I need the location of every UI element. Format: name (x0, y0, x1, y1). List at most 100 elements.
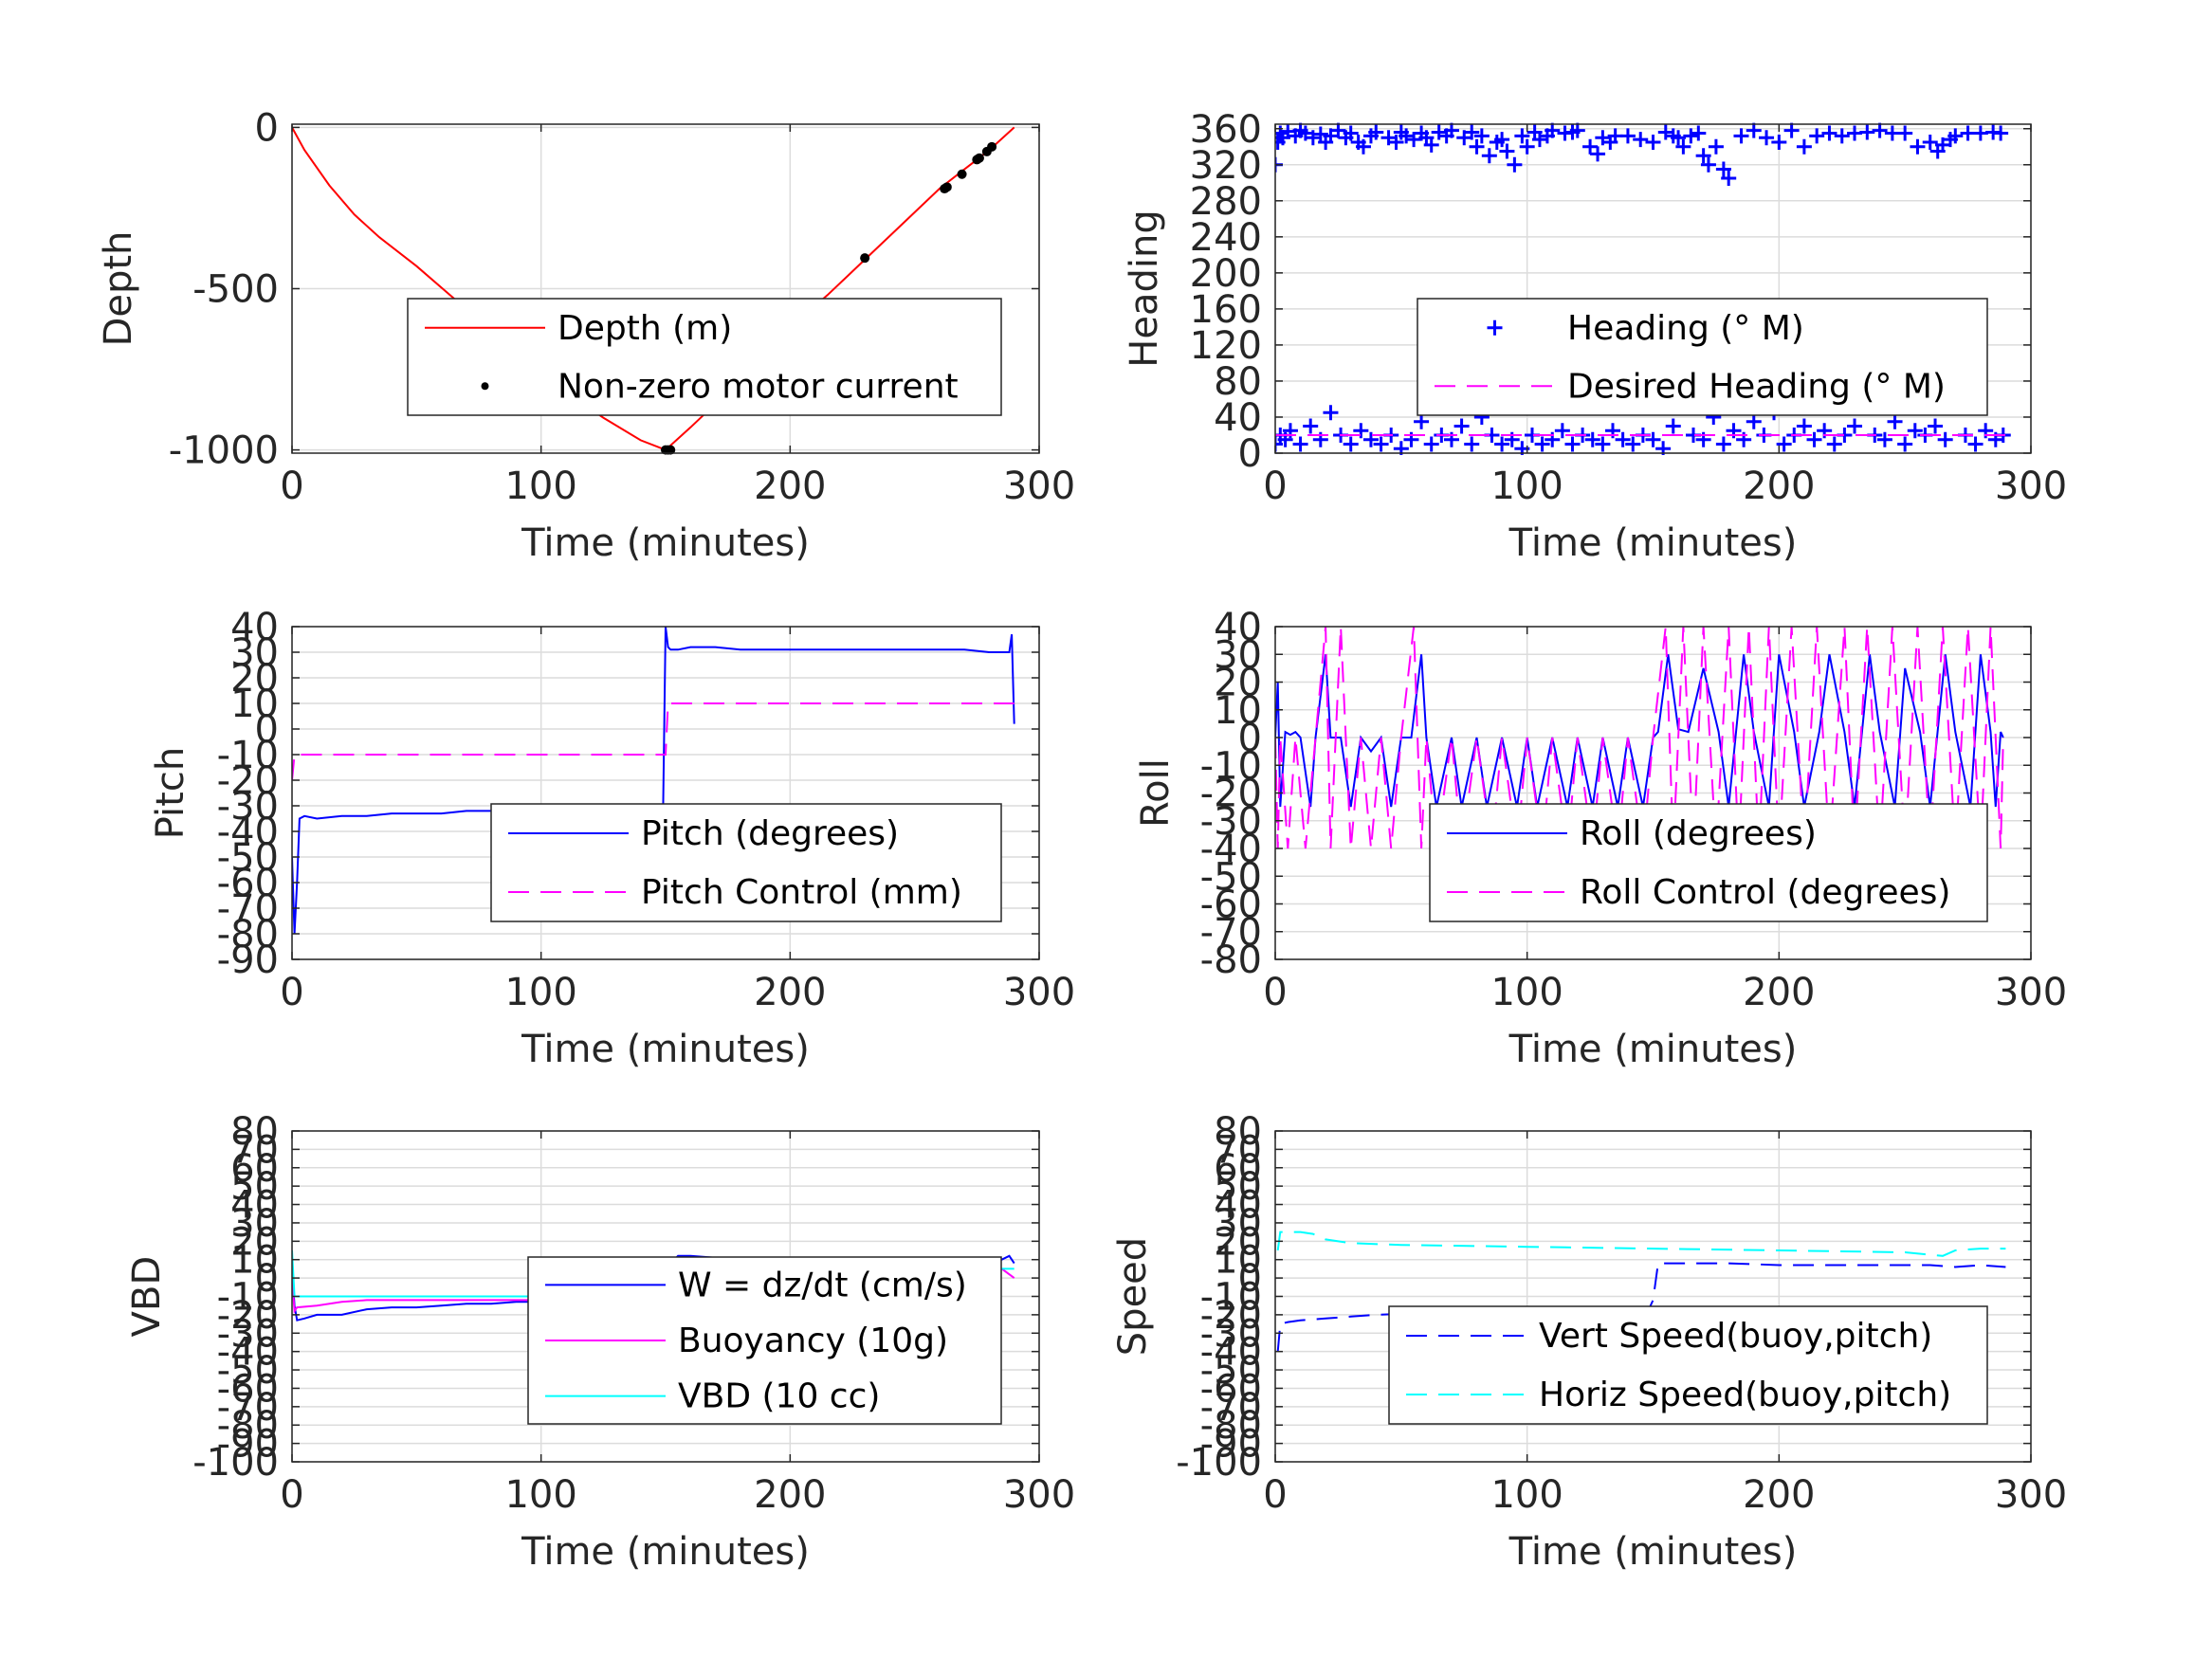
heading-legend-box (1417, 298, 1988, 416)
heading-series-0-point (1590, 146, 1606, 162)
heading-y-axis-label: Heading (1123, 210, 1166, 367)
heading-series-0-point (1453, 418, 1470, 434)
pitch-y-tick-label: -80 (217, 913, 279, 957)
roll-panel: 0 100 200 300403020100-10-20-30-40-50-60-70… (1134, 606, 2067, 1071)
heading-series-0-point (1584, 431, 1600, 447)
speed-x-tick-label: 300 (1995, 1473, 2067, 1517)
roll-legend: Roll (degrees) Roll Control (degrees) (1429, 803, 1988, 922)
speed-y-tick-label: 70 (1214, 1128, 1262, 1172)
heading-series-0-point (1275, 436, 1283, 452)
speed-x-tick-label: 100 (1490, 1473, 1563, 1517)
pitch-y-tick-label: -60 (217, 862, 279, 905)
heading-x-tick-label: 0 (1263, 465, 1287, 508)
speed-y-tick-label: 10 (1214, 1239, 1262, 1283)
heading-series-0-point (1507, 156, 1523, 173)
heading-series-0-point (1514, 128, 1530, 144)
depth-series-1-point (987, 141, 997, 152)
heading-x-tick-label: 100 (1490, 465, 1563, 508)
heading-series-0-point (1665, 418, 1681, 434)
vbd-x-tick-label: 100 (504, 1473, 576, 1517)
speed-y-tick-label: 30 (1214, 1202, 1262, 1246)
roll-y-tick-label: 0 (1238, 717, 1262, 760)
depth-x-tick-label: 0 (280, 465, 303, 508)
heading-series-0-point (1887, 413, 1903, 429)
heading-series-0-point (1806, 431, 1822, 447)
depth-y-tick-label: -1000 (169, 429, 279, 473)
heading-series-0-point (1771, 135, 1787, 151)
vbd-legend-label: W = dz/dt (cm/s) (678, 1266, 967, 1304)
heading-series-0-point (1783, 122, 1800, 138)
heading-series-0-point (1796, 138, 1812, 155)
speed-plot-area (1276, 1231, 2006, 1352)
pitch-y-tick-label: 40 (230, 606, 279, 649)
vbd-y-tick-label: -20 (217, 1294, 279, 1338)
speed-y-tick-label: 80 (1214, 1110, 1262, 1154)
speed-y-tick-label: -80 (1200, 1404, 1262, 1448)
heading-series-0-point (1967, 436, 1983, 452)
heading-legend-swatch (1487, 319, 1503, 336)
pitch-y-tick-label: -10 (217, 734, 279, 777)
depth-legend-box (407, 298, 1002, 416)
vbd-y-axis-label: VBD (125, 1256, 169, 1338)
depth-legend-swatch (481, 382, 489, 391)
speed-y-tick-label: -70 (1200, 1386, 1262, 1430)
heading-series-0-point (1423, 436, 1439, 452)
depth-series-1-point (941, 182, 952, 192)
heading-series-0-point (1373, 436, 1389, 452)
roll-y-tick-label: 20 (1214, 662, 1262, 705)
roll-y-tick-label: -80 (1200, 939, 1262, 982)
depth-legend: Depth (m) Non-zero motor current (407, 298, 1002, 416)
depth-series-0-line (292, 126, 1015, 451)
heading-series-0-point (1796, 418, 1812, 434)
heading-series-0-point (1671, 130, 1687, 146)
heading-series-0-point (1721, 171, 1737, 187)
speed-y-tick-label: -50 (1200, 1349, 1262, 1393)
heading-series-0-point (1715, 436, 1731, 452)
pitch-legend-label: Pitch (degrees) (641, 814, 899, 853)
heading-y-tick-label: 200 (1190, 252, 1262, 296)
speed-y-tick-label: -40 (1200, 1331, 1262, 1375)
pitch-series-1-line (292, 702, 1015, 781)
pitch-y-tick-label: 20 (230, 657, 279, 701)
depth-y-tick-label: -500 (192, 268, 279, 312)
vbd-panel: 0 100 200 30080706050403020100-10-20-30-40-… (125, 1110, 1075, 1574)
heading-series-0-point (1826, 436, 1842, 452)
speed-y-tick-label: -60 (1200, 1367, 1262, 1411)
heading-series-0-point (1312, 126, 1328, 142)
roll-x-axis-label: Time (minutes) (1508, 1028, 1798, 1071)
depth-series-1-point (974, 153, 984, 163)
heading-series-0-point (1582, 138, 1599, 155)
speed-panel: 0 100 200 30080706050403020100-10-20-30-40-… (1111, 1110, 2067, 1574)
pitch-y-tick-label: -30 (217, 785, 279, 829)
depth-panel: 0 100 200 300 0 -500 -1000 Time (minutes) Depth D… (97, 106, 1075, 565)
pitch-plot-area (292, 626, 1015, 935)
heading-legend-label: Desired Heading (° M) (1567, 367, 1946, 406)
heading-x-axis-label: Time (minutes) (1508, 521, 1798, 565)
speed-x-tick-label: 200 (1743, 1473, 1815, 1517)
vbd-y-tick-label: 60 (230, 1147, 279, 1191)
heading-y-tick-label: 360 (1190, 108, 1262, 152)
pitch-panel: 0 100 200 300403020100-10-20-30-40-50-60-70… (149, 606, 1075, 1071)
heading-series-0-point (1746, 122, 1762, 138)
heading-series-0-point (1343, 436, 1359, 452)
speed-y-tick-label: 40 (1214, 1184, 1262, 1228)
heading-series-0-point (1481, 148, 1497, 164)
heading-series-0-point (1691, 125, 1707, 141)
vbd-y-tick-label: 40 (230, 1184, 279, 1228)
heading-series-0-point (1625, 436, 1641, 452)
roll-y-tick-label: 30 (1214, 633, 1262, 677)
heading-series-0-point (1683, 128, 1699, 144)
heading-series-0-point (1746, 413, 1762, 429)
pitch-x-axis-label: Time (minutes) (521, 1028, 810, 1071)
pitch-y-tick-label: 10 (230, 683, 279, 726)
heading-series-0-point (1499, 143, 1515, 159)
roll-x-tick-label: 200 (1743, 971, 1815, 1014)
heading-legend: Heading (° M) Desired Heading (° M) (1417, 298, 1988, 416)
vbd-y-tick-label: -50 (217, 1349, 279, 1393)
vbd-y-tick-label: -70 (217, 1386, 279, 1430)
heading-series-0-point (1414, 413, 1430, 429)
speed-y-tick-label: -20 (1200, 1294, 1262, 1338)
heading-y-tick-label: 0 (1238, 432, 1262, 476)
heading-series-0-point (1928, 418, 1944, 434)
